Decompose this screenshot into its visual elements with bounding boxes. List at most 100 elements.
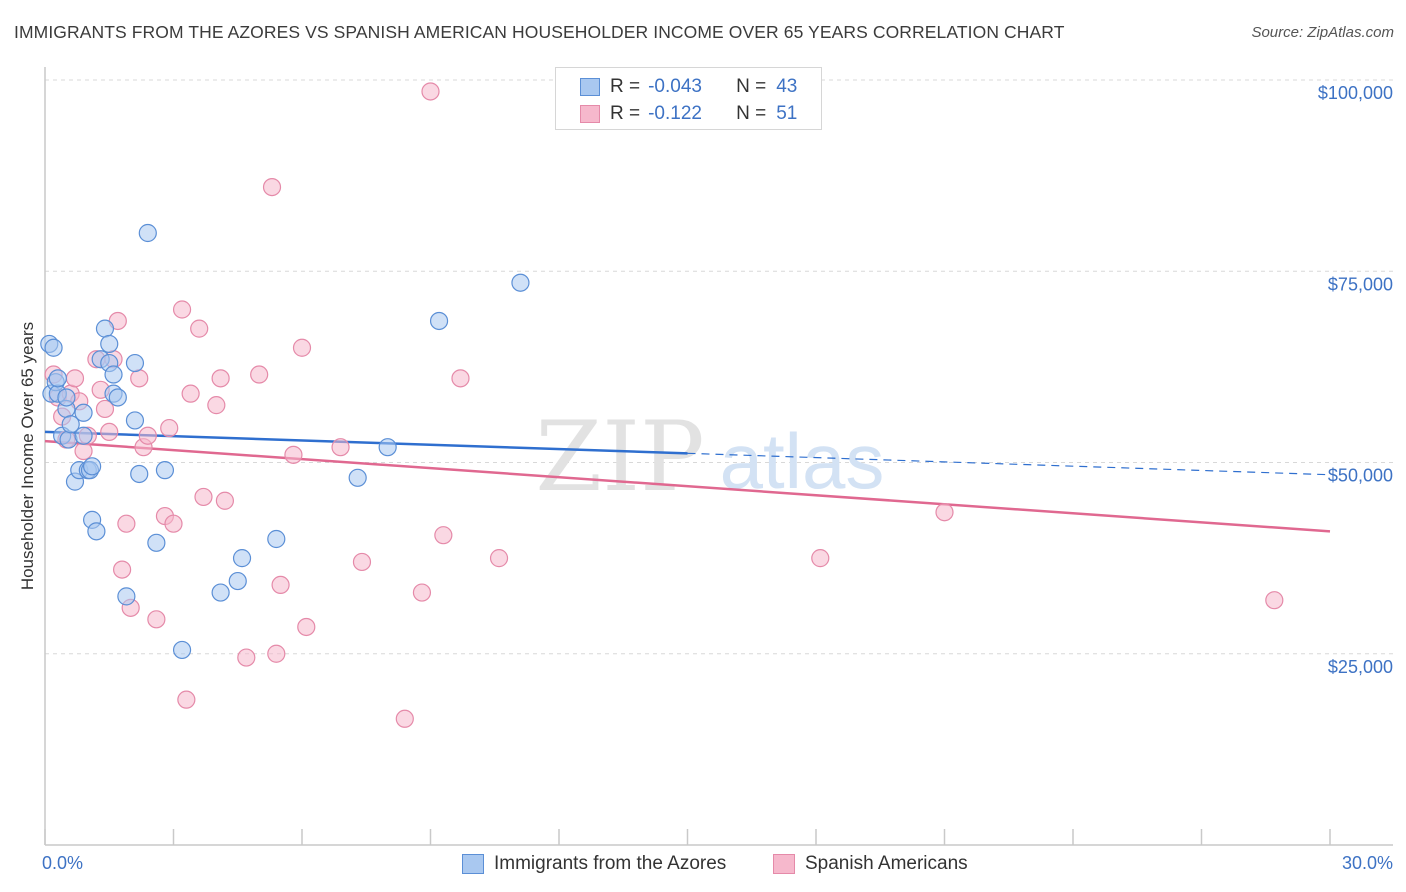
trend-line-azores-projection [687,452,1331,476]
y-tick-label: $75,000 [1328,274,1393,294]
point-azores [57,388,76,407]
point-spanish [297,617,316,637]
y-tick-label: $50,000 [1328,466,1393,486]
point-azores [155,461,175,480]
point-spanish [147,610,166,629]
point-azores [429,311,449,331]
x-tick-label: 0.0% [42,853,83,873]
point-spanish [489,549,509,568]
point-azores [138,223,157,243]
point-spanish [194,487,213,507]
point-spanish [451,369,470,388]
source-label: Source: ZipAtlas.com [1251,24,1394,41]
point-azores [48,369,67,388]
legend-swatch-pink [580,105,600,123]
point-spanish [130,369,149,388]
legend-item-spanish[interactable]: Spanish Americans [773,851,968,877]
point-azores [87,522,106,541]
point-spanish [352,552,372,572]
point-azores [44,338,63,357]
point-spanish [117,514,136,533]
point-spanish [138,426,157,445]
point-spanish [271,575,290,595]
point-azores [147,533,166,552]
point-azores [95,319,115,338]
tick-labels: $25,000 $50,000 $75,000 $100,000 0.0% 30.0% [42,83,1393,873]
point-spanish [284,445,303,464]
point-azores [511,273,530,292]
point-spanish [421,82,440,101]
axes [44,67,1393,846]
point-spanish [74,441,93,461]
legend-r-label: R = [610,103,641,124]
point-azores [232,549,252,568]
legend-row-spanish: R = -0.122 N = 51 [580,101,797,127]
point-azores [125,411,145,430]
point-azores [108,388,127,407]
legend-r-label: R = [610,76,641,97]
legend-n-label: N = [736,103,767,124]
watermark-zip: ZIP [535,401,704,513]
legend-r-value: -0.122 [648,103,702,124]
y-tick-label: $25,000 [1328,657,1393,677]
point-spanish [112,560,132,579]
legend-row-azores: R = -0.043 N = 43 [580,74,797,100]
point-spanish [262,178,282,197]
point-azores [74,426,93,445]
point-spanish [1265,591,1284,610]
point-azores [228,571,247,591]
point-spanish [207,396,226,415]
point-spanish [331,438,350,457]
point-spanish [65,369,85,388]
point-azores [104,365,123,384]
point-azores [378,438,397,457]
x-tick-label: 30.0% [1342,853,1393,873]
legend-item-azores[interactable]: Immigrants from the Azores [462,851,726,877]
data-points [40,82,1284,728]
point-spanish [160,418,179,438]
point-spanish [250,365,269,384]
stats-legend: R = -0.043 N = 43 R = -0.122 N = 51 [555,67,822,130]
point-azores [211,583,230,602]
y-tick-label: $100,000 [1318,83,1393,103]
point-spanish [237,648,256,667]
grid-lines [45,79,1393,655]
point-spanish [190,319,209,338]
trend-line-spanish [44,439,1331,533]
point-spanish [172,300,192,319]
point-spanish [215,491,234,510]
point-azores [59,430,78,449]
point-spanish [434,526,453,545]
point-azores [117,587,136,606]
point-azores [172,640,192,660]
watermark-atlas: atlas [720,417,885,505]
point-azores [267,529,286,549]
point-spanish [181,384,200,403]
legend-n-label: N = [736,76,767,97]
point-azores [348,468,367,487]
legend-label-azores: Immigrants from the Azores [494,853,727,874]
point-azores [74,403,93,422]
chart-title: IMMIGRANTS FROM THE AZORES VS SPANISH AM… [14,22,1065,42]
point-azores [130,464,149,484]
legend-n-value: 51 [776,103,798,124]
point-azores [125,353,145,373]
legend-label-spanish: Spanish Americans [805,853,968,874]
legend-swatch-blue [462,854,484,874]
point-spanish [935,503,954,522]
point-spanish [412,583,432,602]
point-spanish [95,399,115,419]
point-spanish [211,369,230,388]
legend-n-value: 43 [776,76,798,97]
point-spanish [811,549,830,568]
legend-r-value: -0.043 [648,76,702,97]
point-spanish [292,338,312,357]
point-spanish [100,422,119,441]
point-spanish [177,690,196,709]
point-azores [100,334,119,354]
point-spanish [164,514,183,533]
point-spanish [267,644,286,663]
point-azores [83,457,102,476]
point-azores [61,415,80,434]
